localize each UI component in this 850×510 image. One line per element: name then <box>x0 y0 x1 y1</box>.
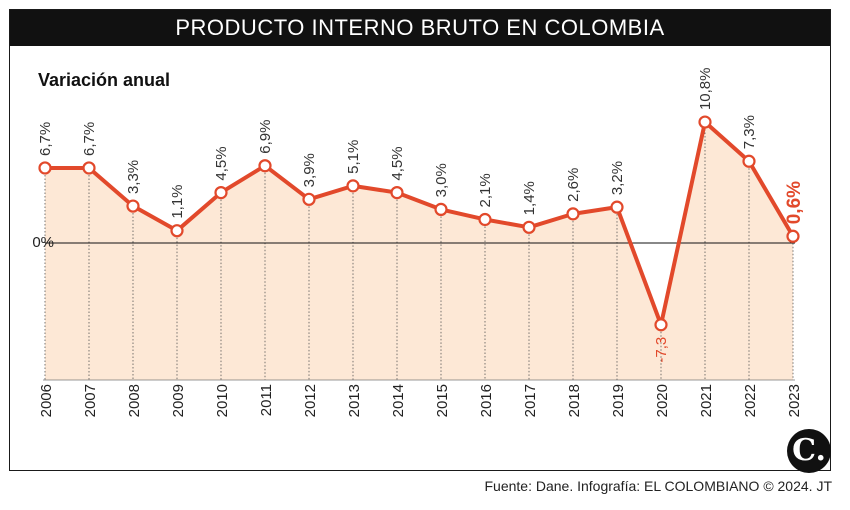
data-point <box>434 202 448 216</box>
x-tick-label: 2021 <box>698 384 715 417</box>
data-point <box>786 229 800 243</box>
data-label: 6,9% <box>257 120 274 154</box>
x-tick-label: 2006 <box>38 384 55 417</box>
data-point <box>654 318 668 332</box>
zero-label: 0% <box>32 234 54 251</box>
data-label: 4,5% <box>389 146 406 180</box>
data-point <box>126 199 140 213</box>
data-label: 1,1% <box>169 184 186 218</box>
data-point <box>346 179 360 193</box>
data-label: 2,1% <box>477 173 494 207</box>
x-tick-label: 2008 <box>126 384 143 417</box>
data-label: 10,8% <box>697 67 714 110</box>
x-tick-label: 2015 <box>434 384 451 417</box>
series-line <box>43 120 795 327</box>
data-label: 4,5% <box>213 146 230 180</box>
data-label: 3,9% <box>301 153 318 187</box>
data-point <box>170 224 184 238</box>
data-point <box>610 200 624 214</box>
x-tick-label: 2023 <box>786 384 803 417</box>
page-title: PRODUCTO INTERNO BRUTO EN COLOMBIA <box>175 15 665 40</box>
data-point <box>390 186 404 200</box>
x-tick-label: 2010 <box>214 384 231 417</box>
data-label: 2,6% <box>565 168 582 202</box>
data-label: 3,3% <box>125 160 142 194</box>
x-tick-label: 2018 <box>566 384 583 417</box>
data-label: 0,6% <box>784 181 805 224</box>
area-fill <box>45 122 793 380</box>
x-tick-label: 2007 <box>82 384 99 417</box>
chart-title-bar: PRODUCTO INTERNO BRUTO EN COLOMBIA <box>10 10 830 46</box>
data-point <box>698 115 712 129</box>
chart-subtitle: Variación anual <box>38 70 170 90</box>
x-tick-label: 2014 <box>390 384 407 417</box>
data-point <box>522 220 536 234</box>
data-label: 1,4% <box>521 181 538 215</box>
x-tick-label: 2012 <box>302 384 319 417</box>
x-tick-label: 2022 <box>742 384 759 417</box>
data-point <box>302 192 316 206</box>
x-tick-label: 2020 <box>654 384 671 417</box>
data-point <box>566 207 580 221</box>
x-tick-label: 2017 <box>522 384 539 417</box>
data-point <box>38 161 52 175</box>
data-point <box>742 154 756 168</box>
data-label: 3,0% <box>433 163 450 197</box>
data-label: 6,7% <box>81 122 98 156</box>
data-label: -7,3 <box>653 337 670 363</box>
data-label: 6,7% <box>37 122 54 156</box>
x-tick-label: 2011 <box>258 384 275 416</box>
x-tick-label: 2013 <box>346 384 363 417</box>
source-note: Fuente: Dane. Infografía: EL COLOMBIANO … <box>484 478 832 494</box>
data-point <box>478 212 492 227</box>
data-point <box>214 186 228 200</box>
x-tick-label: 2016 <box>478 384 495 417</box>
x-tick-label: 2009 <box>170 384 187 417</box>
el-colombiano-logo: C. <box>787 429 831 473</box>
data-label: 7,3% <box>741 115 758 149</box>
data-label: 3,2% <box>609 161 626 195</box>
data-label: 5,1% <box>345 140 362 174</box>
x-tick-label: 2019 <box>610 384 627 417</box>
data-point <box>258 159 272 173</box>
data-point <box>82 161 96 175</box>
